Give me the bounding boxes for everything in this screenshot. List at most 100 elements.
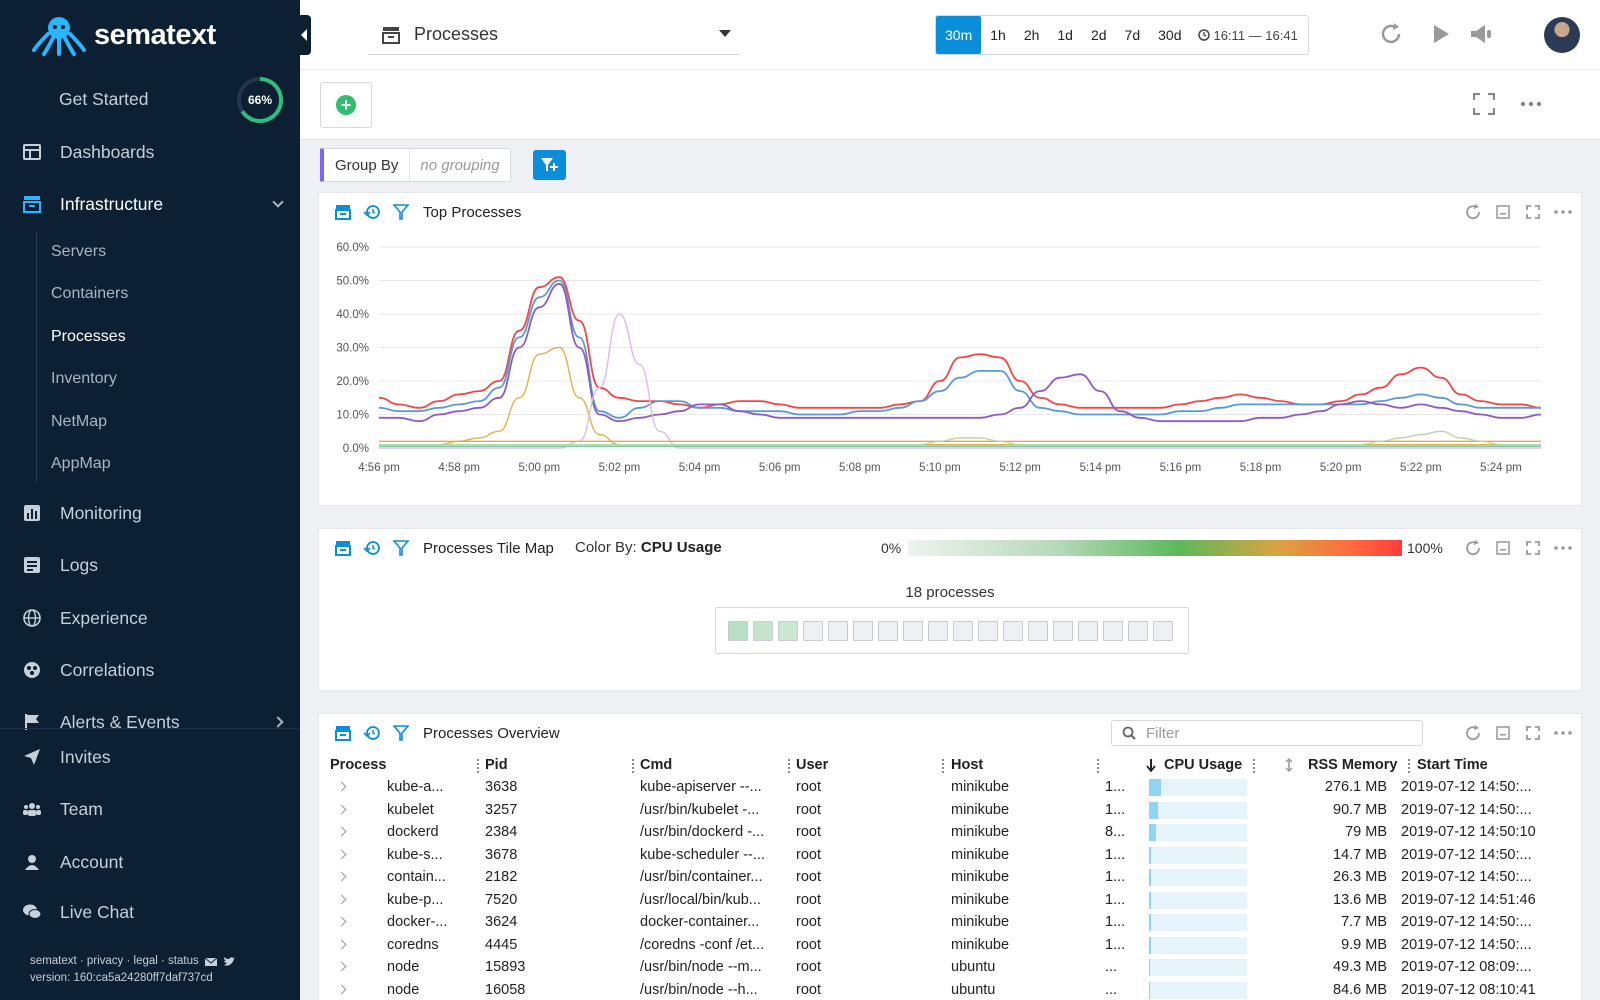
time-button-1h[interactable]: 1h — [990, 27, 1006, 43]
sidebar-item-invites[interactable]: Invites — [0, 737, 300, 777]
time-button-30d[interactable]: 30d — [1158, 27, 1182, 43]
process-tile[interactable] — [928, 620, 948, 641]
process-tile[interactable] — [1128, 620, 1148, 641]
column-resize-handle[interactable] — [1253, 759, 1256, 773]
fullscreen-icon[interactable] — [1470, 90, 1498, 118]
expand-chevron-icon[interactable] — [336, 804, 347, 814]
process-tile[interactable] — [1078, 620, 1098, 641]
sidebar-item-alerts-events[interactable]: Alerts & Events — [0, 702, 300, 742]
announcement-icon[interactable] — [1468, 20, 1496, 48]
column-resize-handle[interactable] — [632, 759, 635, 773]
table-row[interactable]: contain... 2182/usr/bin/container... root m… — [319, 866, 1581, 889]
sidebar-item-infrastructure[interactable]: Infrastructure — [0, 184, 300, 224]
time-button-30m[interactable]: 30m — [936, 16, 982, 54]
expand-chevron-icon[interactable] — [336, 939, 347, 949]
time-button-2d[interactable]: 2d — [1090, 27, 1107, 43]
refresh-icon[interactable] — [1463, 538, 1483, 558]
sidebar-sub-servers[interactable]: Servers — [51, 243, 107, 260]
more-options-icon[interactable] — [1553, 723, 1573, 743]
column-header-pid[interactable]: Pid — [485, 757, 508, 773]
server-icon[interactable] — [335, 204, 351, 220]
footer-links[interactable]: sematext · privacy · legal · status — [30, 955, 199, 967]
process-tile[interactable] — [1153, 620, 1173, 641]
refresh-icon[interactable] — [1463, 202, 1483, 222]
minimize-icon[interactable] — [1493, 202, 1513, 222]
column-header-process[interactable]: Process — [330, 757, 387, 773]
process-tile[interactable] — [1003, 620, 1023, 641]
process-tile[interactable] — [1053, 620, 1073, 641]
collapse-sidebar-button[interactable] — [296, 15, 311, 55]
email-icon[interactable] — [204, 957, 217, 967]
process-tile[interactable] — [753, 620, 773, 641]
play-icon[interactable] — [1427, 20, 1455, 48]
custom-time-range[interactable]: 16:11 — 16:41 — [1190, 28, 1307, 43]
sidebar-item-logs[interactable]: Logs — [0, 545, 300, 585]
filter-input[interactable] — [1146, 724, 1406, 742]
column-resize-handle[interactable] — [1408, 759, 1411, 773]
expand-chevron-icon[interactable] — [336, 984, 347, 994]
process-tile[interactable] — [878, 620, 898, 641]
group-by-value[interactable]: no grouping — [420, 156, 500, 174]
minimize-icon[interactable] — [1493, 538, 1513, 558]
color-by-selector[interactable]: Color By: CPU Usage — [575, 539, 722, 556]
expand-chevron-icon[interactable] — [336, 961, 347, 972]
top-processes-chart[interactable]: 0.0% 10.0% 20.0% 30.0% 40.0% 50.0% 60.0% 4:56 p… — [319, 235, 1581, 495]
series-line[interactable] — [378, 430, 1541, 446]
table-row[interactable]: dockerd 2384/usr/bin/dockerd -... root mini… — [319, 821, 1581, 844]
table-row[interactable]: node 15893/usr/bin/node --m... root ubuntu.… — [319, 956, 1581, 979]
process-tile[interactable] — [1103, 620, 1123, 641]
series-line[interactable] — [379, 282, 1542, 423]
column-header-start-time[interactable]: Start Time — [1417, 757, 1488, 773]
filter-icon[interactable] — [393, 540, 409, 556]
expand-chevron-icon[interactable] — [336, 826, 347, 837]
server-icon[interactable] — [335, 540, 351, 556]
table-filter[interactable] — [1111, 720, 1423, 746]
sidebar-item-account[interactable]: Account — [0, 842, 300, 882]
history-icon[interactable] — [363, 204, 381, 220]
sidebar-item-monitoring[interactable]: Monitoring — [0, 493, 300, 533]
series-line[interactable] — [378, 276, 1542, 409]
sidebar-sub-processes[interactable]: Processes — [51, 328, 126, 345]
process-tile[interactable] — [803, 620, 823, 641]
sidebar-sub-appmap[interactable]: AppMap — [51, 455, 111, 472]
fullscreen-icon[interactable] — [1523, 538, 1543, 558]
column-header-host[interactable]: Host — [951, 757, 984, 773]
twitter-icon[interactable] — [223, 956, 235, 967]
process-tile[interactable] — [853, 620, 873, 641]
filter-icon[interactable] — [393, 725, 409, 741]
time-button-1d[interactable]: 1d — [1057, 27, 1073, 43]
fullscreen-icon[interactable] — [1523, 202, 1543, 222]
sidebar-sub-inventory[interactable]: Inventory — [51, 370, 117, 387]
expand-chevron-icon[interactable] — [336, 781, 347, 792]
column-header-rss-memory[interactable]: RSS Memory — [1284, 754, 1397, 776]
process-tile[interactable] — [778, 620, 798, 641]
expand-chevron-icon[interactable] — [336, 916, 347, 927]
table-row[interactable]: docker-... 3624 docker-container... root min… — [319, 911, 1581, 934]
more-options-icon[interactable] — [1553, 202, 1573, 222]
sidebar-sub-netmap[interactable]: NetMap — [51, 413, 108, 430]
sematext-logo[interactable]: sematext — [30, 14, 216, 56]
minimize-icon[interactable] — [1493, 723, 1513, 743]
group-by-control[interactable]: Group By no grouping — [320, 148, 511, 182]
column-resize-handle[interactable] — [788, 759, 791, 773]
time-button-7d[interactable]: 7d — [1124, 27, 1141, 43]
column-resize-handle[interactable] — [477, 759, 480, 773]
process-tile[interactable] — [978, 620, 998, 641]
sidebar-item-team[interactable]: Team — [0, 789, 300, 829]
fullscreen-icon[interactable] — [1523, 723, 1543, 743]
expand-chevron-icon[interactable] — [336, 871, 347, 882]
sidebar-item-correlations[interactable]: Correlations — [0, 650, 300, 690]
process-tile[interactable] — [1028, 620, 1048, 641]
add-widget-button[interactable]: + — [320, 82, 372, 128]
server-icon[interactable] — [335, 725, 351, 741]
more-options-icon[interactable] — [1553, 538, 1573, 558]
table-row[interactable]: kube-s... 3678 kube-scheduler --... root min… — [319, 844, 1581, 867]
filter-icon[interactable] — [393, 204, 409, 220]
expand-chevron-icon[interactable] — [336, 849, 347, 859]
table-row[interactable]: node 16058/usr/bin/node --h... root ubuntu.… — [319, 979, 1581, 1000]
series-line[interactable] — [378, 346, 1541, 446]
sidebar-item-dashboards[interactable]: Dashboards — [0, 132, 300, 172]
sidebar-item-experience[interactable]: Experience — [0, 598, 300, 638]
process-tile[interactable] — [728, 620, 748, 641]
history-icon[interactable] — [363, 540, 381, 556]
